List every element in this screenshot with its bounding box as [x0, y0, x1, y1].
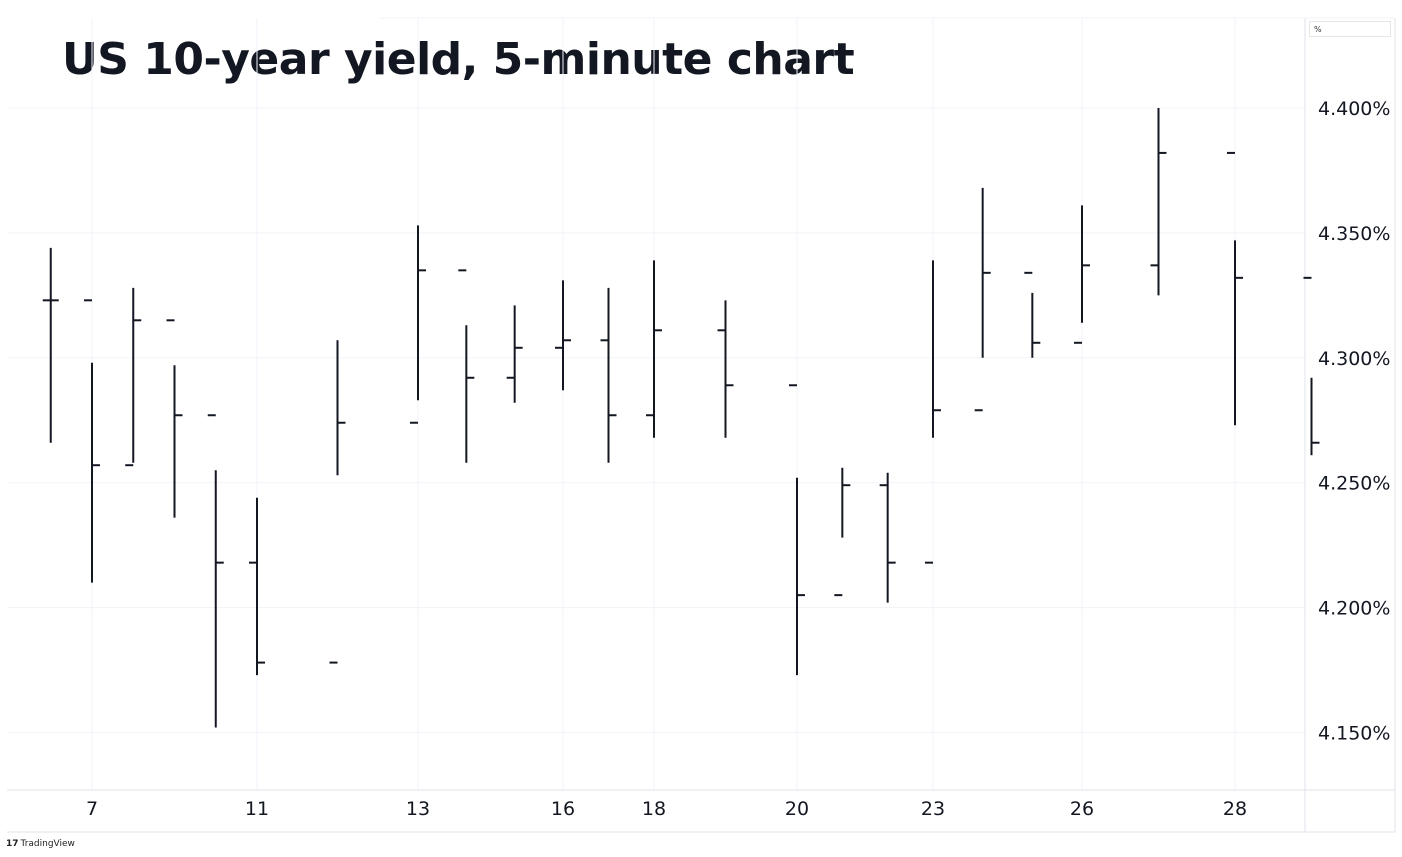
x-tick-label: 26: [1070, 798, 1094, 820]
y-tick-label: 4.400%: [1318, 98, 1390, 120]
chart-frame: [7, 17, 1396, 833]
ohlc-bar: [1227, 151, 1243, 426]
ohlc-bar: [42, 247, 59, 443]
ohlc-bar: [717, 300, 734, 438]
ohlc-bar: [329, 340, 346, 664]
grid-lines: [7, 18, 1305, 790]
x-tick-label: 7: [86, 798, 98, 820]
y-tick-label: 4.150%: [1318, 723, 1390, 745]
ohlc-bar: [1303, 276, 1320, 456]
ohlc-bar: [84, 299, 100, 583]
y-tick-label: 4.250%: [1318, 473, 1390, 495]
ohlc-bar: [555, 280, 571, 391]
ohlc-bar: [458, 269, 475, 463]
ohlc-bar: [789, 384, 805, 676]
ohlc-bar: [974, 187, 991, 412]
ohlc-bar: [1150, 107, 1167, 296]
ohlc-bar: [600, 287, 617, 463]
ohlc-bar: [207, 414, 224, 728]
ohlc-bar: [1024, 271, 1041, 358]
tradingview-brand-text: TradingView: [20, 839, 75, 849]
y-tick-label: 4.200%: [1318, 598, 1390, 620]
y-tick-label: 4.350%: [1318, 223, 1390, 245]
ohlc-bar: [506, 305, 523, 403]
ohlc-bar: [1074, 205, 1090, 344]
ohlc-bar: [166, 319, 183, 518]
ohlc-bar: [925, 260, 941, 564]
y-tick-label: 4.300%: [1318, 348, 1390, 370]
ohlc-bar: [410, 225, 426, 424]
x-tick-label: 18: [642, 798, 666, 820]
x-tick-label: 13: [406, 798, 430, 820]
x-tick-label: 28: [1223, 798, 1247, 820]
ohlc-bar: [125, 287, 142, 467]
chart-title: US 10-year yield, 5-minute chart: [62, 34, 855, 85]
price-axis: 4.400% 4.350% 4.300% 4.250% 4.200% 4.150%: [1318, 98, 1390, 745]
x-tick-label: 16: [551, 798, 575, 820]
x-tick-label: 11: [245, 798, 269, 820]
ohlc-bar: [249, 497, 265, 676]
x-tick-label: 23: [921, 798, 945, 820]
ohlc-bar: [834, 467, 851, 597]
tradingview-logo-icon: 17: [6, 839, 19, 849]
time-axis: 7 11 13 16 18 20 23 26 28: [86, 798, 1247, 820]
x-tick-label: 20: [785, 798, 809, 820]
ohlc-bar: [879, 472, 896, 603]
ohlc-bar: [646, 260, 662, 438]
tradingview-watermark[interactable]: 17 TradingView: [6, 839, 75, 849]
price-unit-label: %: [1309, 21, 1391, 37]
ohlc-bars: [42, 107, 1320, 728]
